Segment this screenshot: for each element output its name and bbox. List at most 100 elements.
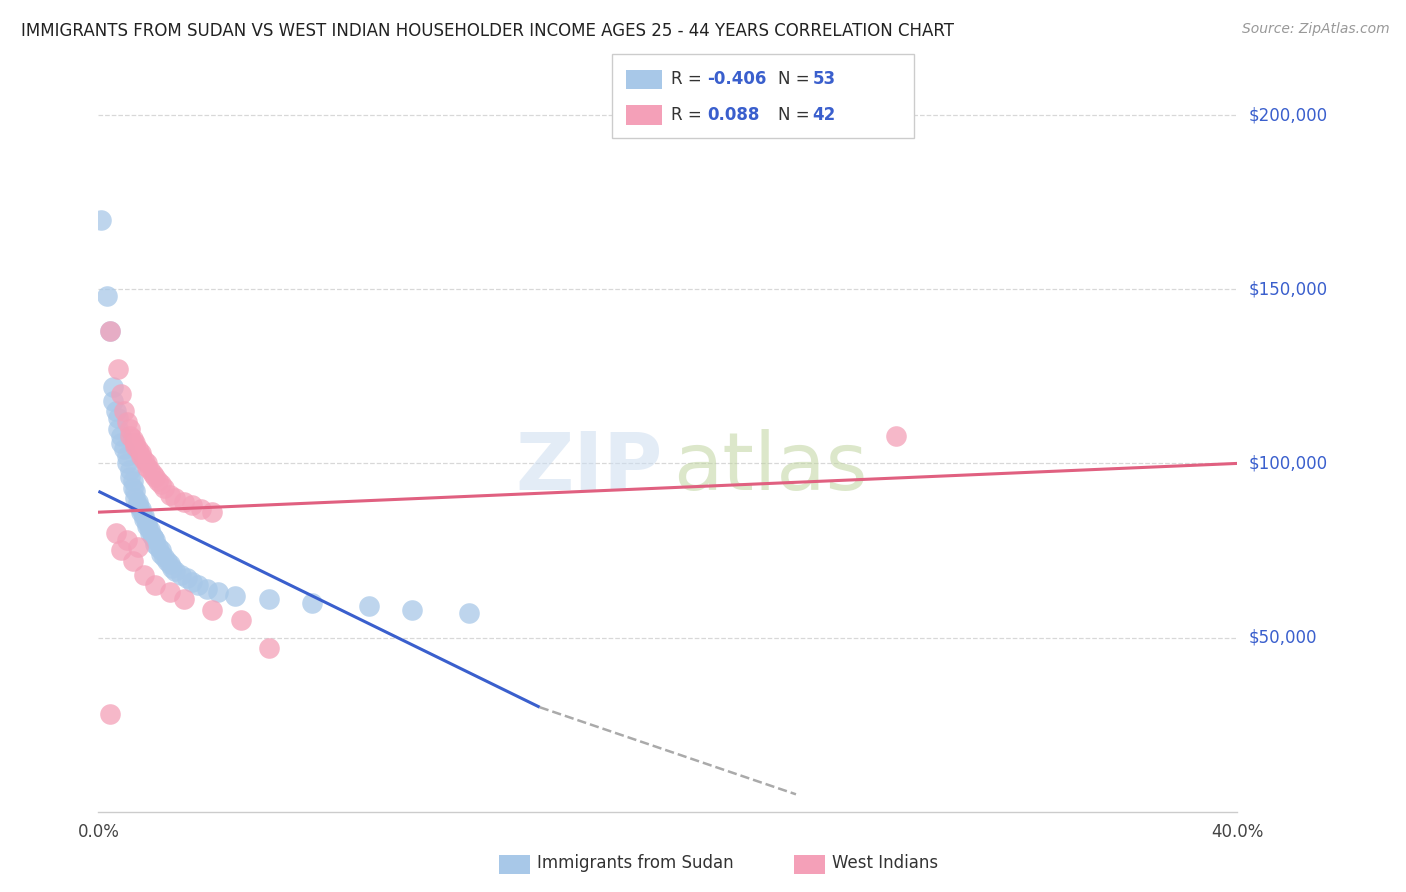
Point — [195, 582, 218, 596]
Point — [129, 446, 152, 460]
Point — [124, 435, 146, 450]
Point — [107, 411, 129, 425]
Text: 42: 42 — [813, 106, 837, 124]
Point — [145, 533, 167, 547]
Point — [148, 540, 170, 554]
Text: R =: R = — [671, 70, 707, 88]
Point — [101, 380, 124, 394]
Text: Source: ZipAtlas.com: Source: ZipAtlas.com — [1241, 22, 1389, 37]
Point — [156, 554, 179, 568]
Point — [141, 530, 163, 544]
Text: 0.088: 0.088 — [707, 106, 759, 124]
Point — [224, 589, 246, 603]
Text: R =: R = — [671, 106, 707, 124]
Point — [107, 421, 129, 435]
Point — [150, 547, 173, 561]
Point — [104, 404, 127, 418]
Point — [98, 324, 121, 338]
Point — [357, 599, 380, 614]
Text: atlas: atlas — [673, 429, 868, 507]
Point — [121, 554, 143, 568]
Point — [153, 550, 176, 565]
Point — [259, 592, 281, 607]
Text: N =: N = — [778, 106, 814, 124]
Text: ZIP: ZIP — [515, 429, 662, 507]
Point — [141, 467, 163, 481]
Point — [118, 470, 141, 484]
Point — [150, 543, 173, 558]
Point — [141, 530, 163, 544]
Point — [104, 526, 127, 541]
Point — [127, 442, 149, 457]
Point — [132, 512, 155, 526]
Point — [110, 435, 132, 450]
Text: $150,000: $150,000 — [1249, 280, 1327, 298]
Text: Immigrants from Sudan: Immigrants from Sudan — [537, 855, 734, 872]
Point — [148, 474, 170, 488]
Point — [159, 558, 181, 572]
Point — [101, 393, 124, 408]
Point — [121, 481, 143, 495]
Point — [124, 491, 146, 506]
Point — [132, 453, 155, 467]
Point — [127, 540, 149, 554]
Point — [124, 439, 146, 453]
Point — [173, 494, 195, 508]
Point — [165, 565, 187, 579]
Point — [145, 578, 167, 592]
Point — [135, 459, 157, 474]
Point — [138, 463, 160, 477]
Point — [107, 362, 129, 376]
Point — [127, 498, 149, 512]
Point — [150, 477, 173, 491]
Point — [159, 585, 181, 599]
Point — [112, 442, 135, 457]
Point — [165, 491, 187, 506]
Point — [118, 428, 141, 442]
Point — [145, 536, 167, 550]
Point — [112, 404, 135, 418]
Point — [124, 484, 146, 499]
Point — [98, 707, 121, 722]
Text: $100,000: $100,000 — [1249, 454, 1327, 473]
Point — [110, 428, 132, 442]
Point — [181, 498, 204, 512]
Point — [153, 481, 176, 495]
Point — [187, 578, 209, 592]
Point — [162, 561, 184, 575]
Point — [301, 596, 323, 610]
Point — [115, 457, 138, 471]
Point — [129, 501, 152, 516]
Point — [201, 603, 224, 617]
Text: $200,000: $200,000 — [1249, 106, 1327, 124]
Point — [132, 508, 155, 523]
Text: $50,000: $50,000 — [1249, 629, 1317, 647]
Point — [115, 415, 138, 429]
Point — [457, 606, 479, 620]
Point — [121, 474, 143, 488]
Point — [115, 533, 138, 547]
Point — [135, 516, 157, 530]
Point — [135, 519, 157, 533]
Text: IMMIGRANTS FROM SUDAN VS WEST INDIAN HOUSEHOLDER INCOME AGES 25 - 44 YEARS CORRE: IMMIGRANTS FROM SUDAN VS WEST INDIAN HOU… — [21, 22, 955, 40]
Point — [129, 505, 152, 519]
Point — [170, 567, 193, 582]
Text: 53: 53 — [813, 70, 835, 88]
Point — [115, 450, 138, 464]
Point — [98, 324, 121, 338]
Point — [259, 640, 281, 655]
Point — [201, 505, 224, 519]
Point — [129, 450, 152, 464]
Point — [118, 421, 141, 435]
Point — [145, 470, 167, 484]
Text: N =: N = — [778, 70, 814, 88]
Point — [110, 543, 132, 558]
Point — [121, 432, 143, 446]
Point — [229, 613, 252, 627]
Text: -0.406: -0.406 — [707, 70, 766, 88]
Point — [90, 212, 112, 227]
Text: West Indians: West Indians — [832, 855, 938, 872]
Point — [884, 428, 907, 442]
Point — [135, 457, 157, 471]
Point — [159, 488, 181, 502]
